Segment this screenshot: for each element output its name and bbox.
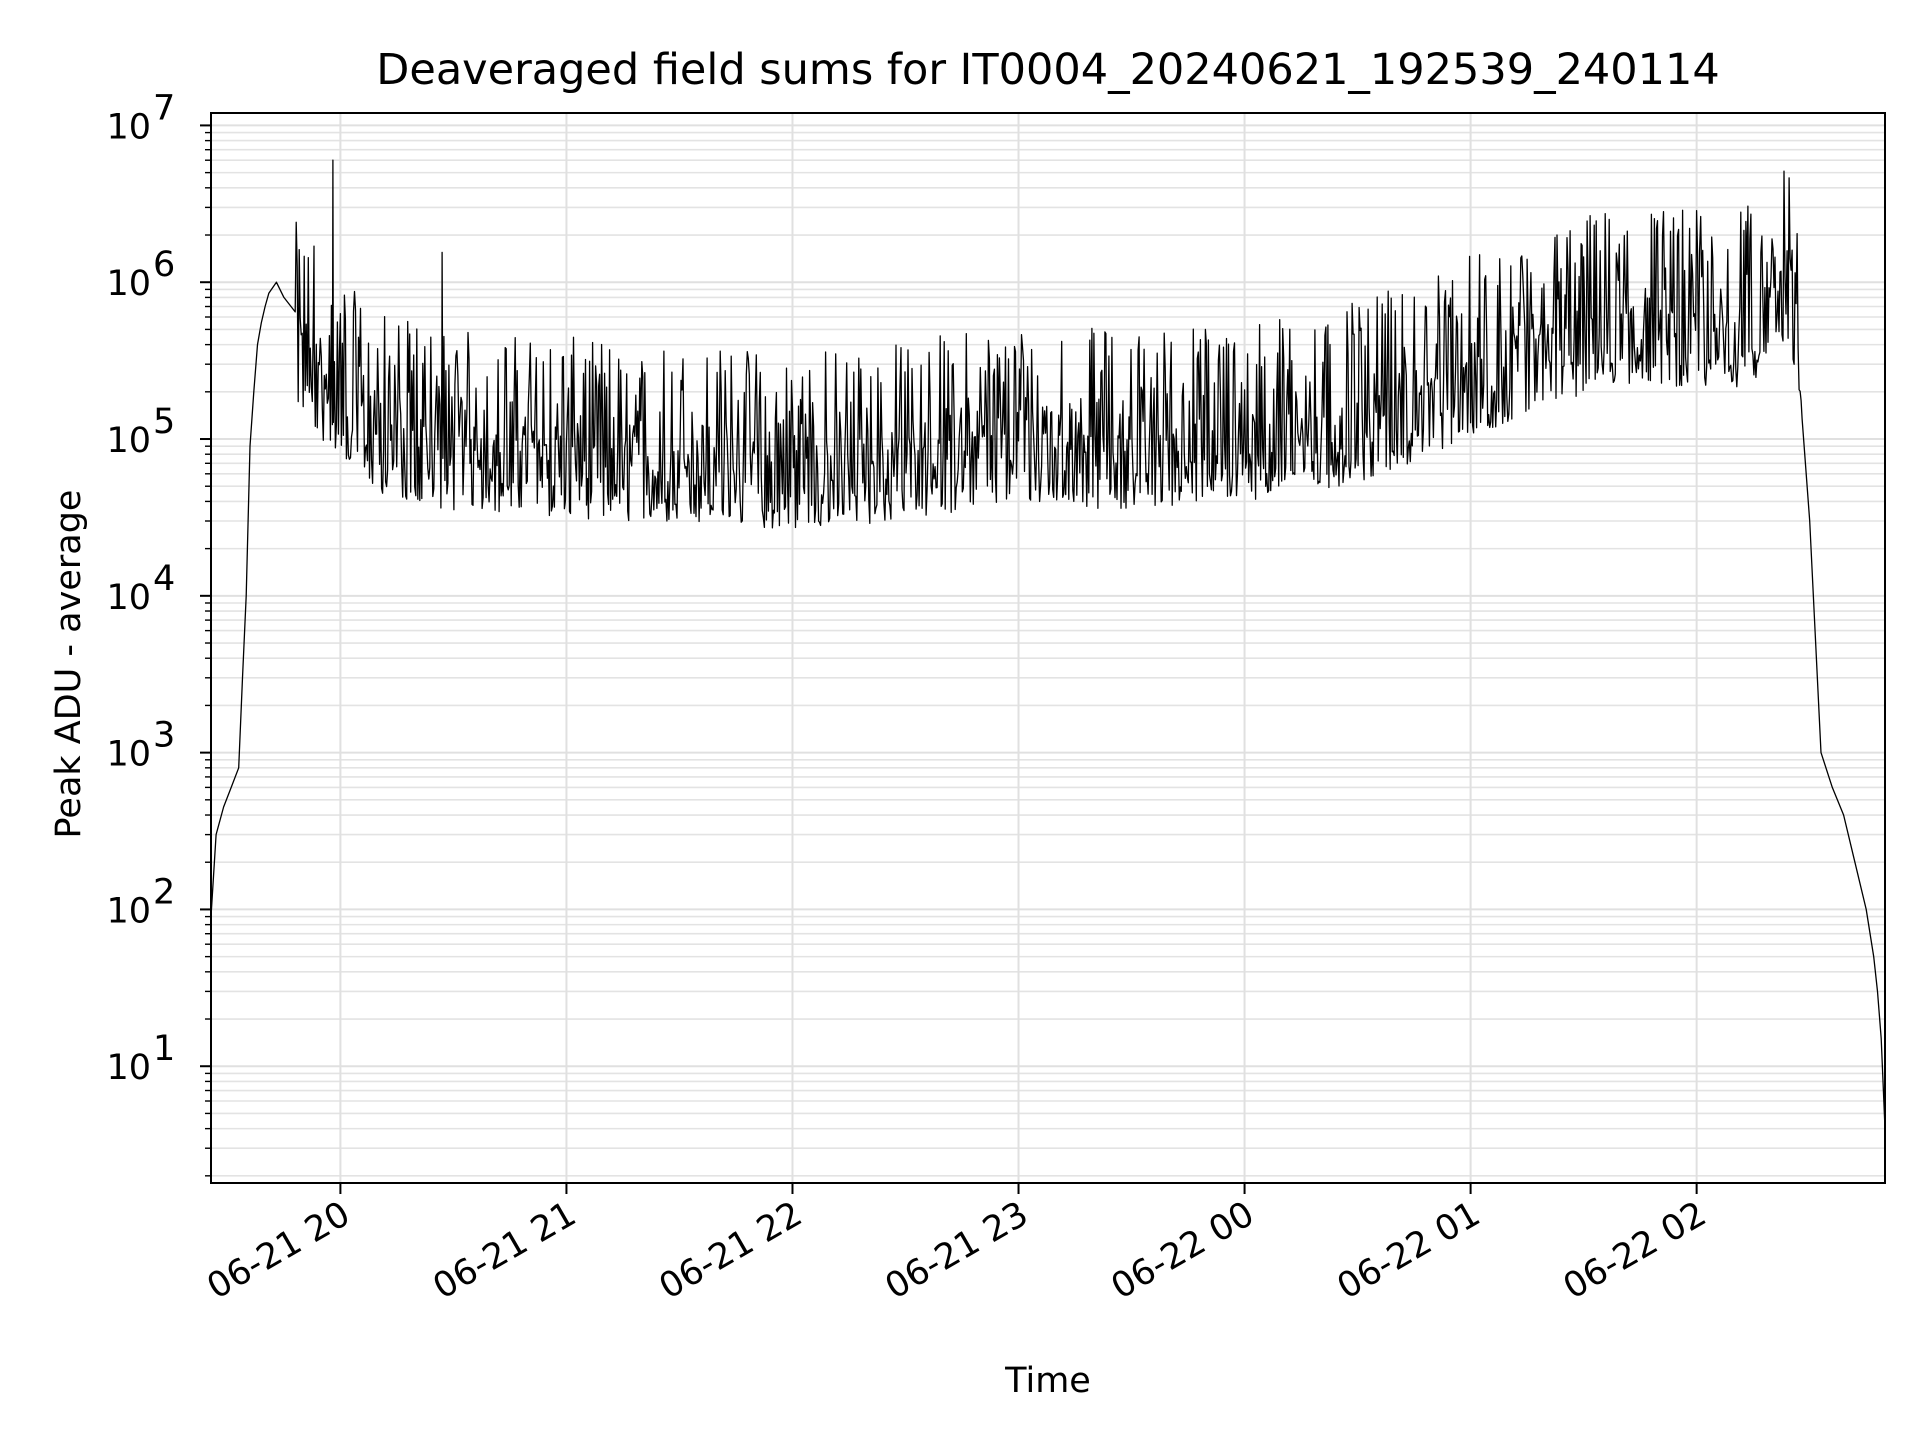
y-tick-label: 10 — [106, 1048, 151, 1088]
plot-frame — [210, 112, 1886, 1184]
y-tick-label: 10 — [106, 264, 151, 304]
y-tick-exponent: 2 — [153, 872, 175, 912]
y-tick-exponent: 4 — [153, 559, 175, 599]
y-tick-label: 10 — [106, 421, 151, 461]
grid — [211, 113, 1885, 1183]
y-tick-label: 10 — [106, 107, 151, 147]
y-axis-label: Peak ADU - average — [49, 490, 89, 839]
y-tick-label: 10 — [106, 578, 151, 618]
y-tick-exponent: 3 — [153, 716, 175, 756]
chart-title: Deaveraged field sums for IT0004_2024062… — [376, 45, 1719, 95]
y-tick-exponent: 7 — [153, 88, 175, 128]
y-tick-label: 10 — [106, 891, 151, 931]
y-tick-exponent: 5 — [153, 402, 175, 442]
y-tick-label: 10 — [106, 735, 151, 775]
x-axis-label: Time — [1004, 1361, 1091, 1401]
y-tick-exponent: 1 — [153, 1029, 175, 1069]
line-layer — [210, 159, 1886, 1129]
series-line — [210, 159, 1886, 1129]
y-tick-exponent: 6 — [153, 245, 175, 285]
